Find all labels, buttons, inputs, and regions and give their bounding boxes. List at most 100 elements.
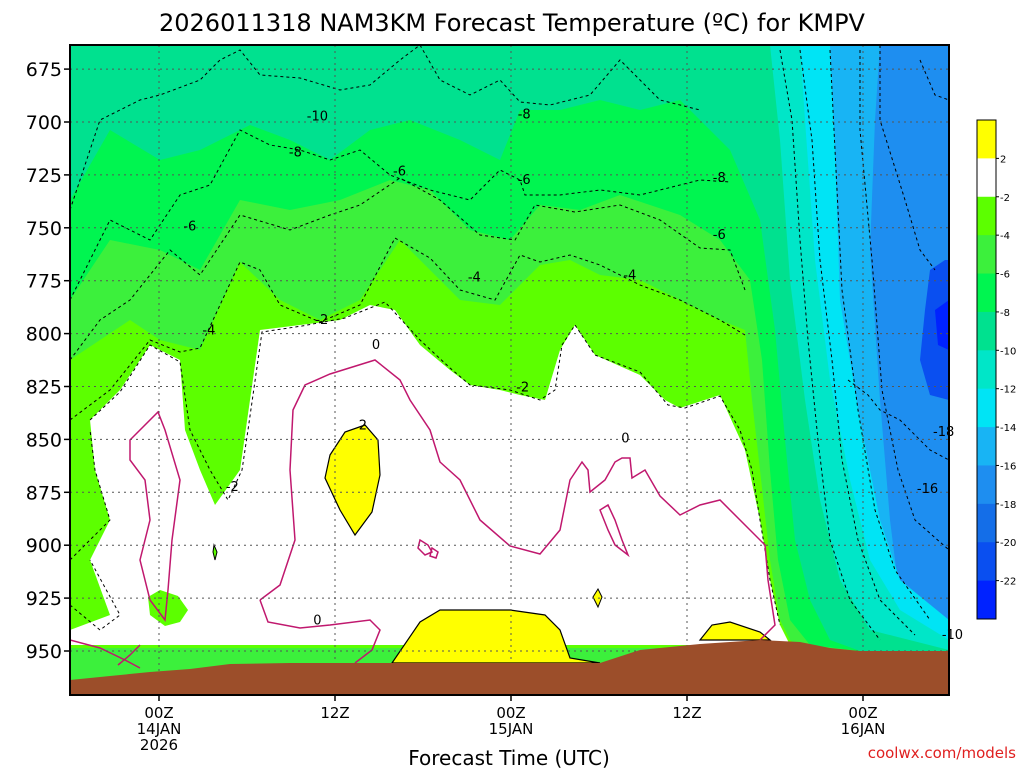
contour-lines — [70, 45, 949, 669]
contour-zero-1 — [259, 359, 776, 641]
colorbar-swatch — [977, 503, 996, 543]
contour-small-green — [212, 543, 218, 561]
contour-label: -6 — [183, 220, 196, 235]
x-tick-label: 15JAN — [489, 720, 534, 738]
contour-dashed-0 — [70, 45, 421, 211]
contour-label: -10 — [307, 110, 328, 125]
contour-dashed-6 — [779, 49, 881, 641]
y-tick-label: 675 — [26, 59, 62, 81]
colorbar-swatch — [977, 196, 996, 236]
colorbar: -22-20-18-16-14-12-10-8-6-4-22 — [976, 119, 1016, 620]
band-warm-pocket-2 — [390, 609, 601, 664]
band-warm-pocket-3 — [698, 621, 772, 641]
y-tick-label: 850 — [26, 429, 62, 451]
y-tick-label: 775 — [26, 271, 62, 293]
band-pocket-blue — [920, 260, 949, 400]
contour-label: -8 — [289, 146, 302, 161]
colorbar-label: -4 — [1000, 231, 1010, 242]
colorbar-swatch — [977, 388, 996, 428]
colorbar-swatch — [977, 235, 996, 275]
contour-label: 2 — [359, 419, 367, 434]
y-tick-label: 725 — [26, 165, 62, 187]
plot-area — [70, 45, 949, 695]
colorbar-label: -20 — [1000, 538, 1016, 549]
contour-dashed-9 — [859, 50, 949, 551]
colorbar-swatch — [977, 580, 996, 620]
colorbar-label: -12 — [1000, 385, 1016, 396]
credit-text: coolwx.com/models — [868, 744, 1016, 762]
colorbar-frame — [976, 119, 997, 620]
contour-label: -2 — [315, 313, 328, 328]
colorbar-swatch — [977, 427, 996, 466]
contour-dashed-2 — [70, 129, 731, 301]
contour-label: -16 — [917, 482, 938, 497]
contour-label: 0 — [313, 613, 321, 628]
colorbar-label: -10 — [1000, 346, 1016, 357]
contour-dashed-5 — [89, 301, 781, 626]
y-tick-label: 700 — [26, 112, 62, 134]
colorbar-label: 2 — [1000, 154, 1006, 165]
colorbar-label: -22 — [1000, 577, 1016, 588]
contour-label: -6 — [713, 228, 726, 243]
plot-frame — [69, 44, 950, 696]
terrain — [70, 640, 949, 695]
contour-zero-4 — [417, 538, 434, 556]
contour-label: -4 — [623, 268, 636, 283]
colorbar-swatch — [977, 120, 996, 159]
chart-title: 2026011318 NAM3KM Forecast Temperature (… — [159, 9, 866, 37]
contour-label: -2 — [226, 480, 239, 495]
colorbar-swatch — [977, 542, 996, 582]
contour-dashed-12 — [847, 379, 949, 461]
x-tick-label: 12Z — [672, 704, 701, 722]
x-tick-label: 14JAN — [137, 720, 182, 738]
contour-label: -4 — [468, 270, 481, 285]
contour-dashed-3 — [70, 177, 746, 361]
colorbar-swatch — [977, 273, 996, 313]
contour-dashed-7 — [799, 49, 916, 636]
contour-label: -8 — [713, 171, 726, 186]
contour-zero-7 — [117, 644, 141, 666]
x-tick-label: 12Z — [320, 704, 349, 722]
colorbar-label: -18 — [1000, 500, 1016, 511]
colorbar-label: -8 — [1000, 308, 1010, 319]
y-tick-label: 750 — [26, 218, 62, 240]
band-8 — [70, 305, 790, 645]
temperature-bands — [70, 45, 949, 695]
contour-dashed-8 — [829, 49, 931, 621]
y-tick-label: 925 — [26, 588, 62, 610]
contour-dashed-4 — [70, 237, 746, 421]
colorbar-swatch — [977, 311, 996, 351]
band-blob-green — [148, 590, 188, 626]
colorbar-label: -16 — [1000, 461, 1016, 472]
colorbar-swatch — [977, 465, 996, 505]
x-tick-label: 2026 — [140, 736, 178, 754]
x-tick-label: 16JAN — [841, 720, 886, 738]
contour-label: -6 — [518, 173, 531, 188]
contour-label: 0 — [372, 338, 380, 353]
colorbar-swatch — [977, 158, 996, 198]
contour-label: -10 — [942, 628, 963, 643]
colorbar-label: -2 — [1000, 193, 1010, 204]
colorbar-label: -14 — [1000, 423, 1016, 434]
contour-dashed-13 — [70, 429, 111, 561]
y-tick-label: 875 — [26, 482, 62, 504]
contour-dashed-11 — [919, 59, 949, 101]
x-axis-title: Forecast Time (UTC) — [408, 746, 610, 768]
contour-label: -2 — [516, 381, 529, 396]
contour-label: -4 — [202, 323, 215, 338]
band-warm-pocket-4 — [592, 587, 603, 609]
colorbar-label: -6 — [1000, 270, 1010, 281]
x-tick-label: 00Z — [144, 704, 173, 722]
contour-dashed-1 — [419, 45, 701, 111]
contour-label: -18 — [933, 425, 954, 440]
contour-zero-6 — [70, 639, 141, 669]
contour-label: 0 — [621, 431, 629, 446]
contour-label: -6 — [393, 165, 406, 180]
y-axis: 675 700 725 750 775 800 825 850 875 900 925 950 — [26, 59, 70, 663]
y-tick-label: 950 — [26, 641, 62, 663]
contour-dashed-10 — [879, 45, 936, 271]
band-pocket-darkblue — [935, 300, 949, 350]
band-warm-pocket-1 — [324, 424, 381, 537]
